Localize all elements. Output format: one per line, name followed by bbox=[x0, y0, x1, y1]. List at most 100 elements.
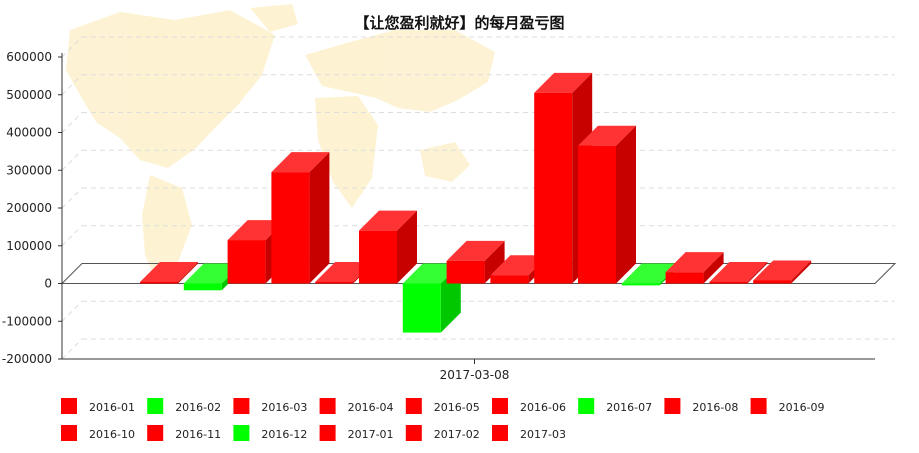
legend-label: 2016-11 bbox=[175, 428, 221, 441]
legend-swatch bbox=[405, 425, 422, 441]
y-tick-label: 200000 bbox=[6, 201, 52, 215]
grid-line bbox=[61, 149, 83, 171]
bar-top bbox=[227, 220, 286, 241]
legend-label: 2016-05 bbox=[434, 401, 480, 414]
bar-front bbox=[271, 172, 310, 284]
legend-label: 2016-09 bbox=[779, 401, 825, 414]
legend-item: 2016-02 bbox=[147, 398, 221, 414]
bar-front bbox=[490, 275, 529, 284]
bar-2016-11 bbox=[578, 125, 636, 284]
grid-line bbox=[61, 112, 83, 133]
legend-label: 2016-10 bbox=[89, 428, 135, 441]
y-tick-label: 400000 bbox=[6, 126, 52, 140]
bar-2017-01 bbox=[665, 252, 724, 284]
legend-item: 2016-05 bbox=[405, 398, 480, 414]
legend-label: 2016-03 bbox=[261, 401, 307, 414]
bar-front bbox=[446, 260, 485, 284]
legend-item: 2017-01 bbox=[319, 425, 394, 441]
legend-swatch bbox=[147, 398, 164, 414]
bar-front bbox=[227, 240, 266, 284]
legend-label: 2016-12 bbox=[261, 428, 307, 441]
bar-front bbox=[665, 272, 704, 284]
bar-front bbox=[140, 281, 178, 284]
legend-swatch bbox=[664, 398, 681, 414]
legend-label: 2016-06 bbox=[520, 401, 566, 414]
bar-top bbox=[183, 263, 242, 284]
legend-label: 2017-03 bbox=[520, 428, 566, 441]
legend-item: 2016-09 bbox=[750, 398, 825, 414]
bar-2016-06 bbox=[359, 210, 417, 284]
legend-swatch bbox=[319, 425, 336, 441]
bar-top bbox=[359, 210, 417, 231]
y-tick-label: -100000 bbox=[2, 314, 52, 328]
legend-label: 2016-02 bbox=[175, 401, 221, 414]
legend-swatch bbox=[492, 398, 508, 414]
legend-item: 2017-03 bbox=[492, 425, 566, 441]
legend-item: 2016-11 bbox=[147, 425, 221, 441]
bar-2016-04 bbox=[271, 152, 330, 284]
y-tick-label: -200000 bbox=[2, 352, 52, 366]
legend-item: 2016-07 bbox=[578, 398, 652, 414]
bars-layer bbox=[140, 72, 812, 333]
bar-2017-03 bbox=[753, 260, 812, 284]
bar-side bbox=[309, 152, 330, 284]
legend-swatch bbox=[61, 425, 77, 441]
grid-line bbox=[61, 225, 83, 247]
chart-title: 【让您盈利就好】的每月盈亏图 bbox=[354, 14, 565, 32]
bar-front bbox=[709, 281, 748, 284]
grid-line bbox=[61, 74, 83, 96]
bar-top bbox=[753, 260, 812, 281]
y-tick-label: 100000 bbox=[6, 239, 52, 253]
bar-top bbox=[271, 152, 330, 173]
legend: 2016-01 2016-02 2016-03 2016-04 2016-05 2016-… bbox=[61, 398, 825, 441]
y-tick-label: 300000 bbox=[6, 163, 52, 177]
bar-top bbox=[665, 252, 724, 273]
legend-item: 2016-08 bbox=[664, 398, 738, 414]
y-axis: -200000 -100000 0 100000 200000 300000 400000 5… bbox=[2, 50, 875, 366]
bar-top bbox=[402, 263, 461, 284]
legend-item: 2016-04 bbox=[319, 398, 394, 414]
legend-swatch bbox=[233, 425, 250, 441]
bar-2017-02 bbox=[709, 261, 768, 284]
bar-2016-08 bbox=[446, 240, 505, 284]
bar-2016-01 bbox=[140, 261, 198, 284]
legend-swatch bbox=[492, 425, 508, 441]
bar-front bbox=[359, 230, 397, 284]
bar-front bbox=[753, 280, 792, 284]
grid-line bbox=[61, 187, 83, 209]
bar-top bbox=[446, 240, 505, 261]
legend-label: 2016-07 bbox=[606, 401, 652, 414]
legend-swatch bbox=[319, 398, 336, 414]
bar-front bbox=[534, 92, 573, 284]
bar-top bbox=[534, 72, 593, 93]
legend-item: 2016-06 bbox=[492, 398, 566, 414]
bar-top bbox=[709, 261, 768, 282]
grid-line bbox=[61, 36, 83, 58]
y-tick-label: 500000 bbox=[6, 88, 52, 102]
grid-line bbox=[61, 300, 83, 322]
bar-side bbox=[616, 125, 636, 284]
bar-side bbox=[703, 252, 724, 284]
bar-top bbox=[140, 261, 198, 282]
background-map bbox=[66, 4, 495, 285]
legend-item: 2016-12 bbox=[233, 425, 307, 441]
y-tick-label: 600000 bbox=[6, 50, 52, 64]
bar-side bbox=[747, 261, 768, 284]
bar-front bbox=[183, 283, 222, 291]
bar-front bbox=[621, 283, 660, 286]
legend-swatch bbox=[147, 425, 164, 441]
legend-swatch bbox=[578, 398, 595, 414]
x-axis: 2017-03-08 bbox=[440, 359, 510, 382]
legend-label: 2016-01 bbox=[89, 401, 135, 414]
grid-line bbox=[61, 338, 83, 360]
legend-label: 2017-01 bbox=[348, 428, 394, 441]
legend-item: 2016-10 bbox=[61, 425, 135, 441]
legend-item: 2016-03 bbox=[233, 398, 307, 414]
legend-swatch bbox=[750, 398, 767, 414]
bar-top bbox=[315, 261, 374, 282]
x-axis-label: 2017-03-08 bbox=[440, 368, 510, 382]
bar-top bbox=[621, 263, 680, 284]
legend-item: 2016-01 bbox=[61, 398, 135, 414]
bar-front bbox=[402, 283, 441, 333]
legend-label: 2017-02 bbox=[434, 428, 480, 441]
